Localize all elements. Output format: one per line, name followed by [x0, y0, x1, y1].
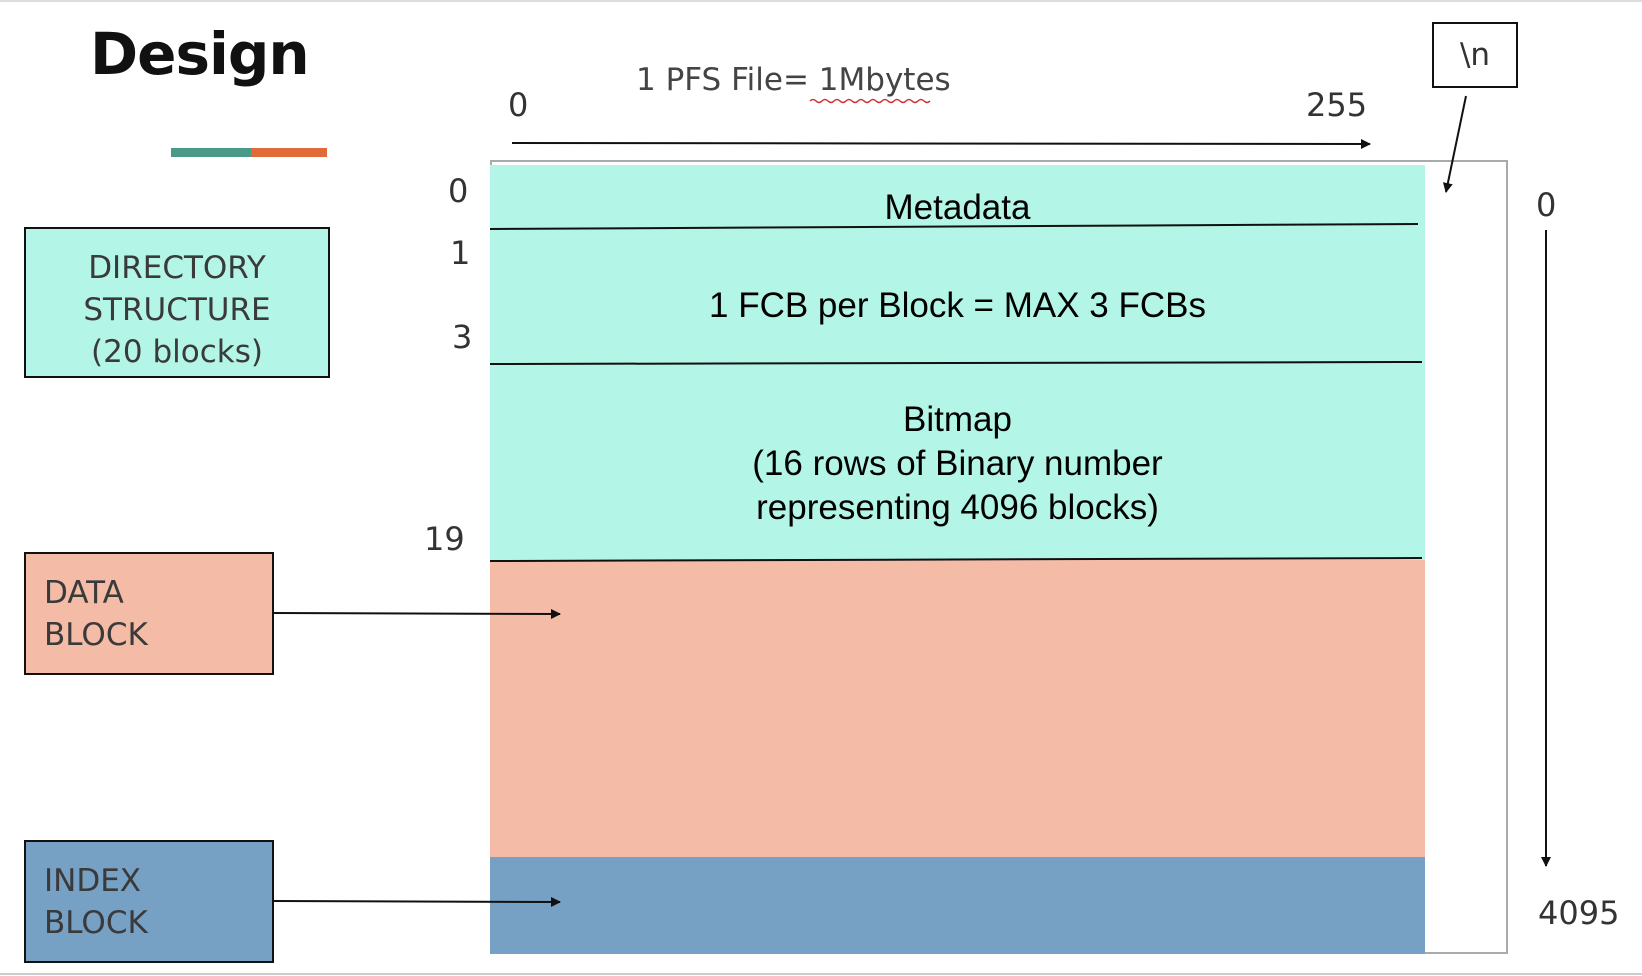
newline-arrow [1442, 95, 1467, 193]
fcb-label: 1 FCB per Block = MAX 3 FCBs [709, 286, 1206, 325]
bitmap-line-3: representing 4096 blocks) [756, 488, 1159, 527]
legend-index-block: INDEX BLOCK [24, 840, 274, 963]
spellcheck-squiggle [809, 98, 931, 104]
legend-data-line-2: BLOCK [44, 617, 148, 653]
divider-fcb [489, 361, 1423, 365]
legend-index-line-2: BLOCK [44, 905, 148, 941]
slide-title: Design [90, 20, 310, 88]
legend-directory-line-1: DIRECTORY [88, 250, 266, 286]
legend-index-line-1: INDEX [44, 863, 142, 899]
metadata-label: Metadata [884, 188, 1031, 227]
bitmap-line-1: Bitmap [903, 400, 1012, 439]
divider-metadata [489, 223, 1419, 230]
row-label-1: 1 [450, 234, 471, 272]
index-region [490, 857, 1425, 954]
legend-directory-line-3: (20 blocks) [91, 334, 263, 370]
index-block-arrow [273, 896, 561, 907]
newline-box: \n [1432, 22, 1518, 88]
legend-data-block: DATA BLOCK [24, 552, 274, 675]
legend-directory-line-2: STRUCTURE [83, 292, 271, 328]
top-axis-arrow [511, 138, 1371, 149]
data-region [490, 560, 1425, 857]
top-axis-start: 0 [508, 86, 529, 124]
bitmap-line-2: (16 rows of Binary number [752, 444, 1163, 483]
row-label-3: 3 [452, 318, 473, 356]
row-label-0: 0 [448, 172, 469, 210]
divider-bitmap [489, 557, 1423, 562]
row-label-19: 19 [424, 520, 465, 558]
accent-bar-teal [171, 148, 251, 157]
top-axis-caption: 1 PFS File= 1Mbytes [636, 62, 951, 98]
top-axis-end: 255 [1306, 86, 1368, 124]
accent-bar-orange [251, 148, 327, 157]
right-axis-end: 4095 [1538, 894, 1620, 932]
data-block-arrow [273, 608, 561, 619]
bitmap-label: Bitmap (16 rows of Binary number represe… [490, 398, 1425, 530]
right-axis-start: 0 [1536, 186, 1557, 224]
legend-data-line-1: DATA [44, 575, 124, 611]
legend-directory-structure: DIRECTORY STRUCTURE (20 blocks) [24, 227, 330, 378]
